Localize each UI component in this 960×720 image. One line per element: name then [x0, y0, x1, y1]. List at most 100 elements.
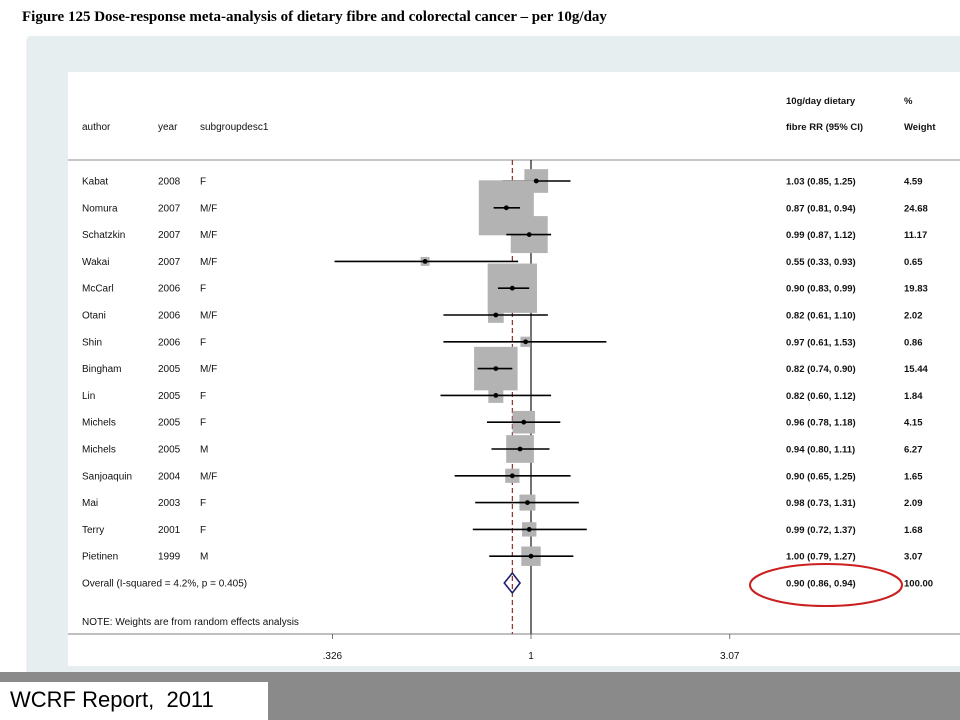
study-rr-ci: 0.97 (0.61, 1.53) — [786, 337, 856, 348]
study-author: Kabat — [82, 177, 108, 188]
study-author: Nomura — [82, 203, 118, 214]
point-estimate — [493, 393, 499, 398]
study-weight: 11.17 — [904, 230, 927, 241]
study-subgroup: F — [200, 337, 206, 348]
x-tick-label: 1 — [528, 651, 534, 662]
study-weight: 0.86 — [904, 337, 923, 348]
study-author: McCarl — [82, 284, 114, 295]
study-rr-ci: 0.82 (0.61, 1.10) — [786, 311, 856, 322]
point-estimate — [509, 285, 515, 291]
study-subgroup: M/F — [200, 471, 217, 482]
study-weight: 19.83 — [904, 284, 928, 295]
study-rr-ci: 0.96 (0.78, 1.18) — [786, 418, 856, 429]
study-subgroup: M/F — [200, 203, 217, 214]
study-row: Wakai 2007 M/F 0.55 (0.33, 0.93) 0.65 — [82, 257, 923, 268]
study-author: Michels — [82, 445, 116, 456]
study-rr-ci: 0.82 (0.74, 0.90) — [786, 364, 856, 375]
study-year: 2007 — [158, 230, 181, 241]
header-rr-line1: 10g/day dietary — [786, 96, 856, 107]
header-subgroup: subgroupdesc1 — [200, 122, 269, 133]
point-estimate — [493, 312, 499, 318]
study-rr-ci: 0.94 (0.80, 1.11) — [786, 445, 855, 456]
header-weight-line1: % — [904, 96, 913, 107]
study-subgroup: M/F — [200, 311, 217, 322]
study-subgroup: M/F — [200, 257, 217, 268]
study-row: Terry 2001 F 0.99 (0.72, 1.37) 1.68 — [82, 522, 923, 537]
study-subgroup: F — [200, 177, 206, 188]
study-author: Sanjoaquin — [82, 471, 132, 482]
study-row: Michels 2005 F 0.96 (0.78, 1.18) 4.15 — [82, 410, 923, 434]
study-row: Schatzkin 2007 M/F 0.99 (0.87, 1.12) 11.17 — [82, 216, 927, 254]
study-rr-ci: 0.99 (0.72, 1.37) — [786, 525, 856, 536]
study-weight: 4.59 — [904, 177, 923, 188]
study-rr-ci: 0.90 (0.83, 0.99) — [786, 284, 856, 295]
point-estimate — [521, 419, 527, 425]
point-estimate — [493, 366, 499, 371]
study-subgroup: F — [200, 525, 206, 536]
study-rr-ci: 0.98 (0.73, 1.31) — [786, 498, 856, 509]
header-year: year — [158, 122, 178, 133]
header-author: author — [82, 122, 111, 133]
study-author: Pietinen — [82, 552, 118, 563]
study-subgroup: M/F — [200, 364, 217, 375]
x-axis: .326 1 3.07 — [323, 634, 740, 662]
study-row: Sanjoaquin 2004 M/F 0.90 (0.65, 1.25) 1.65 — [82, 468, 923, 483]
study-rr-ci: 0.82 (0.60, 1.12) — [786, 391, 856, 402]
point-estimate — [422, 259, 428, 264]
study-year: 2005 — [158, 364, 181, 375]
study-author: Otani — [82, 311, 106, 322]
study-rr-ci: 1.00 (0.79, 1.27) — [786, 552, 856, 563]
study-row: Shin 2006 F 0.97 (0.61, 1.53) 0.86 — [82, 336, 923, 348]
study-subgroup: F — [200, 498, 206, 509]
study-rr-ci: 0.87 (0.81, 0.94) — [786, 203, 856, 214]
study-year: 2006 — [158, 284, 181, 295]
point-estimate — [509, 473, 515, 479]
study-weight: 15.44 — [904, 364, 928, 375]
header-rr-line2: fibre RR (95% CI) — [786, 122, 863, 133]
overall-row: Overall (I-squared = 4.2%, p = 0.405) 0.9… — [82, 563, 933, 607]
study-rr-ci: 0.99 (0.87, 1.12) — [786, 230, 856, 241]
overall-weight: 100.00 — [904, 579, 933, 590]
study-year: 2006 — [158, 337, 181, 348]
study-author: Mai — [82, 498, 98, 509]
footer-citation: WCRF Report, 2011 — [10, 687, 214, 712]
study-weight: 3.07 — [904, 552, 923, 563]
highlight-ellipse — [749, 563, 903, 607]
study-row: Bingham 2005 M/F 0.82 (0.74, 0.90) 15.44 — [82, 346, 928, 391]
study-subgroup: M — [200, 552, 208, 563]
overall-label: Overall (I-squared = 4.2%, p = 0.405) — [82, 579, 247, 590]
footer-label-box: WCRF Report, 2011 — [0, 682, 268, 720]
study-year: 2005 — [158, 445, 181, 456]
study-year: 2005 — [158, 391, 181, 402]
study-year: 2001 — [158, 525, 181, 536]
figure-title: Figure 125 Dose-response meta-analysis o… — [22, 9, 607, 25]
study-row: Mai 2003 F 0.98 (0.73, 1.31) 2.09 — [82, 494, 923, 511]
study-year: 2007 — [158, 257, 181, 268]
point-estimate — [503, 205, 509, 211]
study-weight: 4.15 — [904, 418, 923, 429]
study-subgroup: F — [200, 418, 206, 429]
study-year: 2003 — [158, 498, 181, 509]
study-year: 2006 — [158, 311, 181, 322]
weights-note: NOTE: Weights are from random effects an… — [82, 617, 299, 628]
point-estimate — [517, 446, 523, 452]
header-weight-line2: Weight — [904, 122, 936, 133]
study-year: 2005 — [158, 418, 181, 429]
study-author: Shin — [82, 337, 102, 348]
point-estimate — [526, 232, 532, 238]
study-author: Michels — [82, 418, 116, 429]
study-author: Wakai — [82, 257, 109, 268]
study-row: Nomura 2007 M/F 0.87 (0.81, 0.94) 24.68 — [82, 180, 928, 236]
study-row: Pietinen 1999 M 1.00 (0.79, 1.27) 3.07 — [82, 546, 923, 566]
study-author: Terry — [82, 525, 104, 536]
point-estimate — [523, 339, 529, 345]
study-rows: Kabat 2008 F 1.03 (0.85, 1.25) 4.59 Nomura 200… — [82, 169, 928, 566]
forest-plot: 10g/day dietary % author year subgroupde… — [68, 96, 960, 662]
study-rr-ci: 0.90 (0.65, 1.25) — [786, 471, 856, 482]
study-rr-ci: 1.03 (0.85, 1.25) — [786, 177, 856, 188]
study-row: Michels 2005 M 0.94 (0.80, 1.11) 6.27 — [82, 435, 923, 463]
study-subgroup: F — [200, 391, 206, 402]
study-year: 2007 — [158, 203, 181, 214]
overall-diamond — [503, 571, 522, 595]
study-weight: 1.65 — [904, 471, 923, 482]
